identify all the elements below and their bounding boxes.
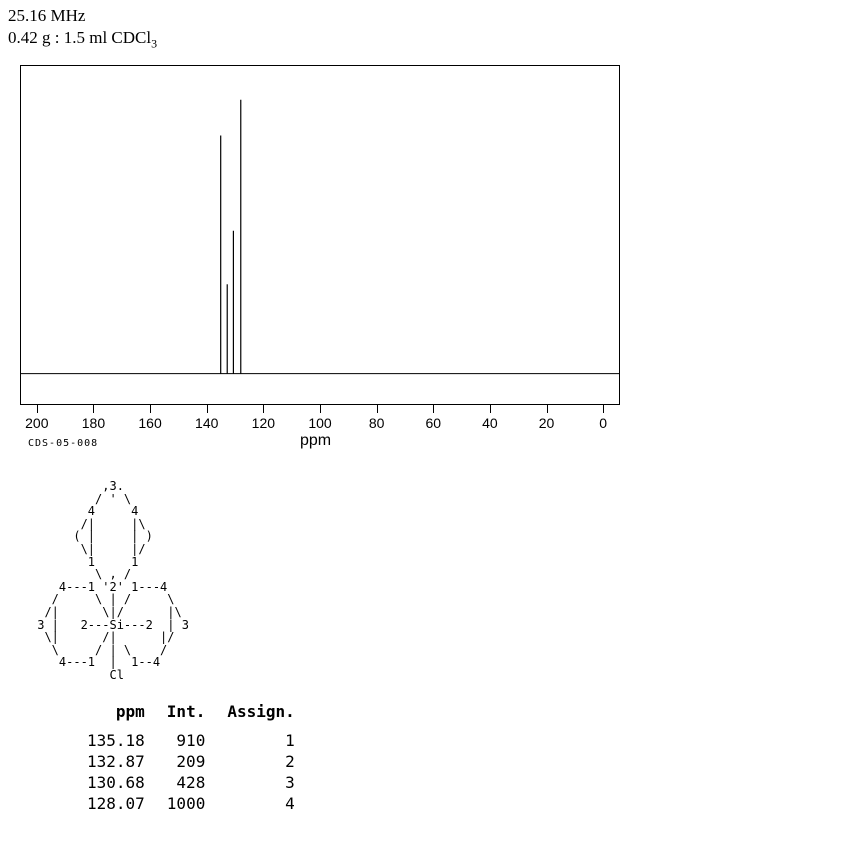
table-cell: 428 <box>157 773 216 792</box>
table-cell: 135.18 <box>77 731 155 750</box>
peak-table-head: ppm Int. Assign. <box>77 702 305 729</box>
col-assign: Assign. <box>217 702 304 729</box>
table-cell: 128.07 <box>77 794 155 813</box>
table-cell: 2 <box>217 752 304 771</box>
header-line1: 25.16 MHz <box>8 6 85 26</box>
molecule-structure: ,3. / ' \ 4 4 /| |\ ( | | ) \| |/ 1 1 \ … <box>30 480 189 682</box>
header-line2-text: 0.42 g : 1.5 ml CDCl <box>8 28 151 47</box>
header-line2-sub: 3 <box>151 36 157 50</box>
table-cell: 130.68 <box>77 773 155 792</box>
x-axis-ticks: 200180160140120100806040200 <box>20 405 620 435</box>
table-row: 128.0710004 <box>77 794 305 813</box>
x-axis-label: ppm <box>300 432 331 450</box>
spectrum-svg <box>21 66 619 404</box>
table-row: 130.684283 <box>77 773 305 792</box>
spectrum-plot <box>20 65 620 405</box>
table-cell: 132.87 <box>77 752 155 771</box>
peak-table: ppm Int. Assign. 135.189101 132.872092 130… <box>75 700 307 815</box>
table-cell: 3 <box>217 773 304 792</box>
header-line2: 0.42 g : 1.5 ml CDCl3 <box>8 28 157 51</box>
table-cell: 4 <box>217 794 304 813</box>
table-cell: 1 <box>217 731 304 750</box>
peak-table-body: 135.189101 132.872092 130.684283 128.071000… <box>77 731 305 813</box>
col-ppm: ppm <box>77 702 155 729</box>
table-row: 132.872092 <box>77 752 305 771</box>
spectrum-code: CDS-05-008 <box>28 438 98 449</box>
table-cell: 910 <box>157 731 216 750</box>
table-cell: 209 <box>157 752 216 771</box>
col-int: Int. <box>157 702 216 729</box>
table-row: 135.189101 <box>77 731 305 750</box>
table-cell: 1000 <box>157 794 216 813</box>
